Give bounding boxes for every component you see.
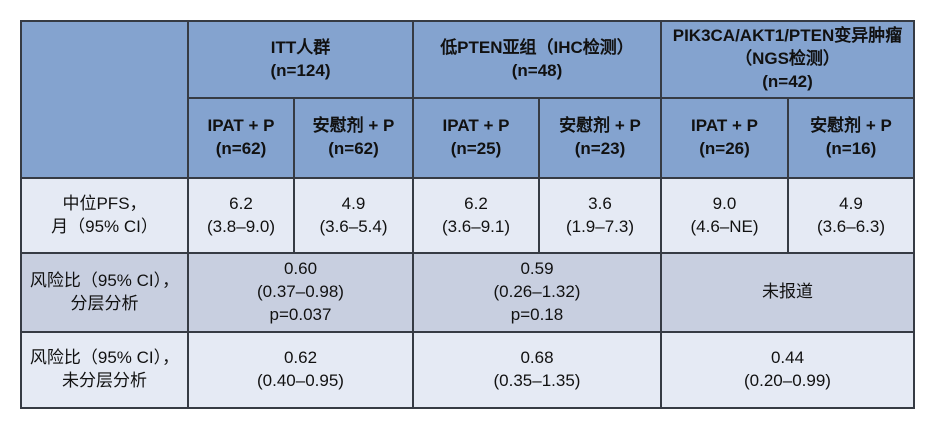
subheader-itt-placebo: 安慰剂 + P (n=62): [293, 97, 414, 179]
value-cell: 9.0 (4.6–NE): [660, 177, 789, 254]
value-cell: 0.62 (0.40–0.95): [187, 331, 414, 409]
value-cell: 6.2 (3.8–9.0): [187, 177, 295, 254]
value-cell: 4.9 (3.6–5.4): [293, 177, 414, 254]
value-cell: 未报道: [660, 252, 915, 333]
group-header-pik3ca-akt1-pten: PIK3CA/AKT1/PTEN变异肿瘤（NGS检测） (n=42): [660, 20, 915, 99]
value-cell: 0.44 (0.20–0.99): [660, 331, 915, 409]
subheader-lowpten-ipat: IPAT + P (n=25): [412, 97, 540, 179]
value-cell: 3.6 (1.9–7.3): [538, 177, 662, 254]
row-label-median-pfs: 中位PFS， 月（95% CI）: [20, 177, 189, 254]
corner-cell: [20, 20, 189, 179]
row-median-pfs: 中位PFS， 月（95% CI） 6.2 (3.8–9.0) 4.9 (3.6–…: [20, 177, 915, 254]
group-header-low-pten: 低PTEN亚组（IHC检测） (n=48): [412, 20, 662, 99]
row-hazard-ratio-unstratified: 风险比（95% CI）， 未分层分析 0.62 (0.40–0.95) 0.68…: [20, 331, 915, 409]
value-cell: 0.59 (0.26–1.32) p=0.18: [412, 252, 662, 333]
row-label-hr-stratified: 风险比（95% CI）， 分层分析: [20, 252, 189, 333]
value-cell: 6.2 (3.6–9.1): [412, 177, 540, 254]
group-header-itt: ITT人群 (n=124): [187, 20, 414, 99]
subheader-itt-ipat: IPAT + P (n=62): [187, 97, 295, 179]
subheader-ngs-ipat: IPAT + P (n=26): [660, 97, 789, 179]
value-cell: 4.9 (3.6–6.3): [787, 177, 915, 254]
subheader-lowpten-placebo: 安慰剂 + P (n=23): [538, 97, 662, 179]
subheader-ngs-placebo: 安慰剂 + P (n=16): [787, 97, 915, 179]
row-label-hr-unstratified: 风险比（95% CI）， 未分层分析: [20, 331, 189, 409]
value-cell: 0.60 (0.37–0.98) p=0.037: [187, 252, 414, 333]
row-hazard-ratio-stratified: 风险比（95% CI）， 分层分析 0.60 (0.37–0.98) p=0.0…: [20, 252, 915, 333]
pfs-results-table: ITT人群 (n=124) 低PTEN亚组（IHC检测） (n=48) PIK3…: [20, 20, 915, 409]
value-cell: 0.68 (0.35–1.35): [412, 331, 662, 409]
